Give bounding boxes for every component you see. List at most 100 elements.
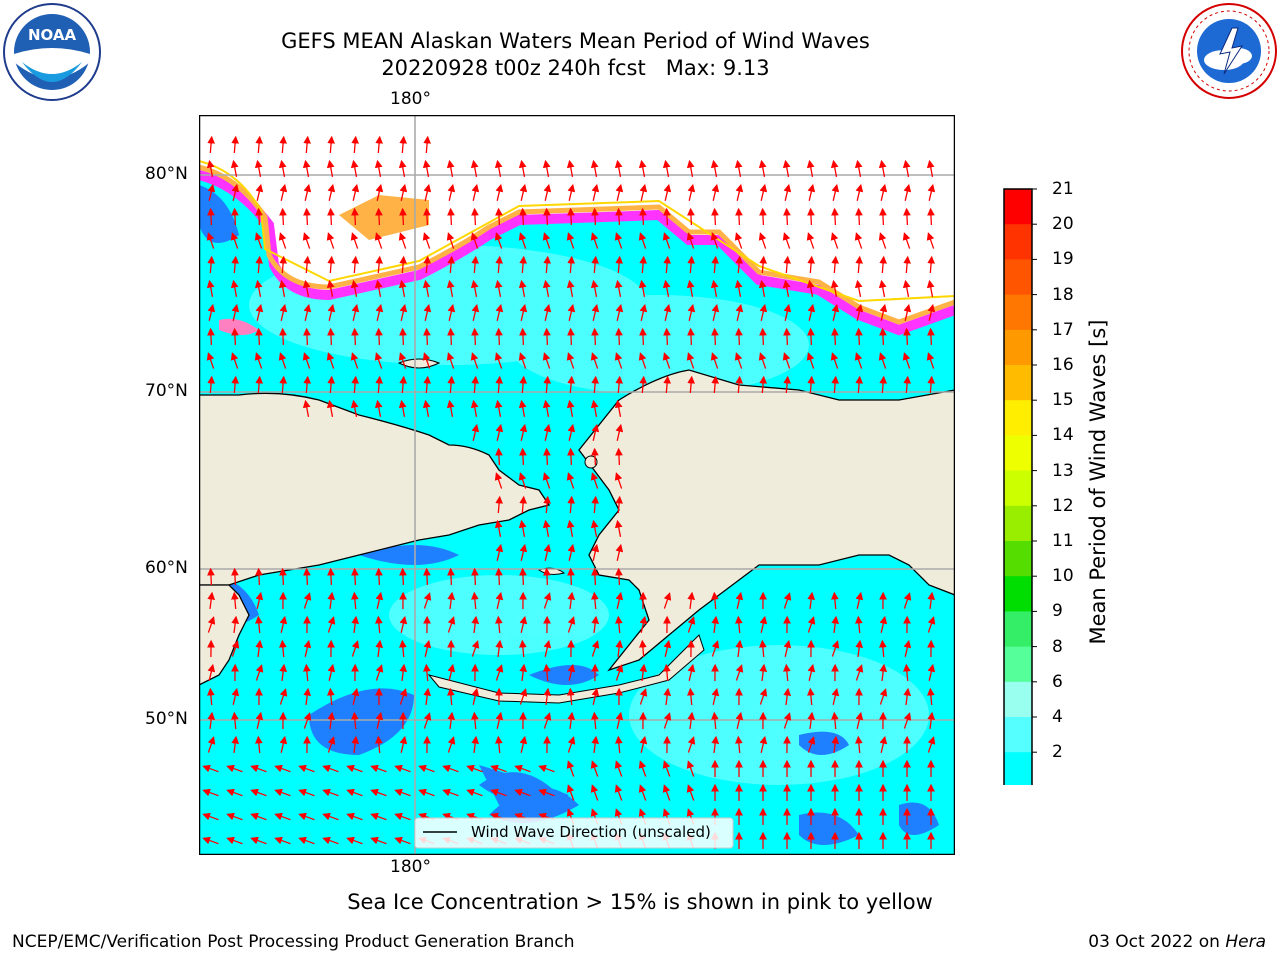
wind-wave-arrow (879, 327, 887, 346)
wind-wave-arrow (831, 327, 839, 346)
wind-wave-arrow (375, 711, 384, 729)
wind-wave-arrow (442, 764, 459, 773)
wind-wave-arrow (422, 399, 431, 418)
wind-wave-arrow (663, 592, 672, 609)
colorbar-segment (1004, 294, 1032, 331)
wind-wave-arrow (783, 687, 792, 705)
wind-wave-arrow (422, 352, 431, 369)
wind-wave-arrow (254, 159, 263, 178)
wind-wave-arrow (255, 591, 264, 609)
colorbar-tick-label: 4 (1052, 707, 1063, 727)
wind-wave-arrow (687, 616, 696, 633)
wind-wave-arrow (543, 183, 552, 201)
wind-wave-arrow (303, 207, 311, 226)
wind-wave-arrow (639, 303, 648, 321)
wave-period-low-regions (199, 185, 939, 845)
wind-wave-arrow (735, 207, 743, 226)
wind-wave-arrow (351, 735, 360, 753)
wind-wave-arrow (591, 735, 600, 753)
wind-wave-arrow (423, 639, 432, 657)
wind-wave-arrow (375, 591, 384, 609)
wind-wave-arrow (590, 352, 599, 369)
wind-wave-arrow (639, 327, 647, 346)
wind-wave-arrow (231, 135, 240, 154)
wind-wave-arrow (638, 279, 647, 298)
wind-wave-arrow (590, 760, 599, 777)
chart-title-line-1: GEFS MEAN Alaskan Waters Mean Period of … (281, 29, 870, 53)
wind-wave-arrow (591, 567, 599, 586)
wind-wave-arrow (903, 327, 911, 346)
wind-wave-arrow (855, 207, 863, 226)
wind-wave-arrow (326, 159, 335, 178)
wind-wave-arrow (226, 788, 243, 797)
wind-wave-arrow (926, 232, 935, 249)
wind-wave-arrow (231, 687, 240, 705)
wind-wave-arrow (326, 352, 335, 369)
wind-wave-arrow (399, 688, 408, 705)
wind-wave-arrow (374, 159, 383, 178)
wind-wave-arrow (519, 327, 527, 346)
wind-wave-arrow (519, 375, 528, 394)
wind-wave-arrow (351, 255, 360, 274)
wind-wave-arrow (375, 303, 384, 321)
wind-wave-arrow (855, 664, 864, 681)
wind-wave-arrow (495, 447, 503, 466)
wind-wave-arrow (615, 183, 624, 201)
wind-wave-arrow (495, 423, 504, 441)
wind-wave-arrow (231, 207, 239, 226)
wind-wave-arrow (663, 687, 672, 705)
wind-wave-arrow (350, 352, 359, 369)
graticule (199, 115, 955, 855)
wind-wave-arrow (566, 472, 575, 489)
wind-wave-arrow (807, 616, 816, 633)
wind-wave-arrow (830, 232, 839, 249)
wind-wave-arrow (543, 423, 552, 441)
wind-wave-arrow (903, 639, 912, 657)
wind-wave-arrow (274, 764, 291, 773)
ice-edge-orange (199, 164, 955, 325)
wind-wave-arrow (567, 495, 576, 514)
wind-wave-arrow (302, 232, 311, 249)
map-legend: Wind Wave Direction (unscaled) (414, 817, 734, 849)
wind-wave-arrow (542, 232, 551, 249)
wind-wave-arrow (591, 375, 600, 394)
wind-wave-arrow (255, 664, 264, 681)
wind-wave-arrow (711, 207, 719, 226)
wind-wave-arrow (351, 375, 360, 394)
wind-wave-arrow (807, 327, 815, 346)
wind-wave-arrow (447, 711, 456, 729)
wind-wave-arrow (399, 375, 408, 394)
wind-wave-arrow (615, 207, 623, 226)
wind-wave-arrow (567, 423, 576, 441)
wind-wave-arrow (614, 472, 623, 489)
wind-wave-arrow (303, 255, 312, 274)
wind-wave-arrow (423, 712, 432, 729)
wind-wave-arrow (374, 615, 383, 634)
wind-wave-arrow (538, 788, 555, 797)
wind-wave-arrow (207, 736, 216, 753)
wind-wave-arrow (322, 764, 339, 773)
wind-wave-arrow (495, 303, 504, 321)
wind-wave-arrow (591, 327, 599, 346)
wind-wave-arrow (879, 255, 888, 274)
wind-wave-arrow (494, 159, 503, 178)
wind-wave-arrow (375, 664, 384, 681)
wind-wave-arrow (782, 663, 791, 682)
wind-wave-arrow (495, 183, 504, 201)
wind-wave-arrow (250, 836, 267, 845)
wind-wave-arrow (495, 375, 504, 394)
wind-wave-arrow (327, 567, 335, 586)
wind-wave-arrow (255, 183, 264, 201)
wind-wave-arrow (422, 232, 431, 249)
wind-wave-arrow (567, 303, 576, 321)
wind-wave-arrow (495, 327, 503, 346)
wind-wave-arrow (615, 664, 624, 681)
wind-wave-arrow (879, 688, 888, 705)
wind-wave-arrow (231, 303, 240, 321)
wind-wave-arrow (494, 279, 503, 298)
colorbar-tick-label: 2 (1052, 742, 1063, 763)
wind-wave-arrow (350, 591, 359, 610)
wind-wave-arrow (279, 303, 288, 321)
wind-wave-arrow (350, 711, 359, 730)
wind-wave-arrow (494, 735, 503, 754)
